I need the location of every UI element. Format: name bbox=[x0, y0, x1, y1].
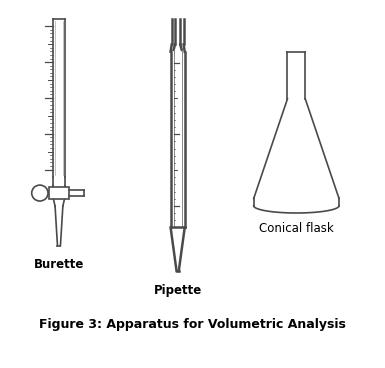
Text: Figure 3: Apparatus for Volumetric Analysis: Figure 3: Apparatus for Volumetric Analy… bbox=[39, 318, 346, 331]
Text: Pipette: Pipette bbox=[154, 284, 202, 297]
Bar bbox=[49, 187, 69, 199]
Text: Burette: Burette bbox=[34, 258, 84, 271]
Text: Conical flask: Conical flask bbox=[259, 222, 334, 235]
